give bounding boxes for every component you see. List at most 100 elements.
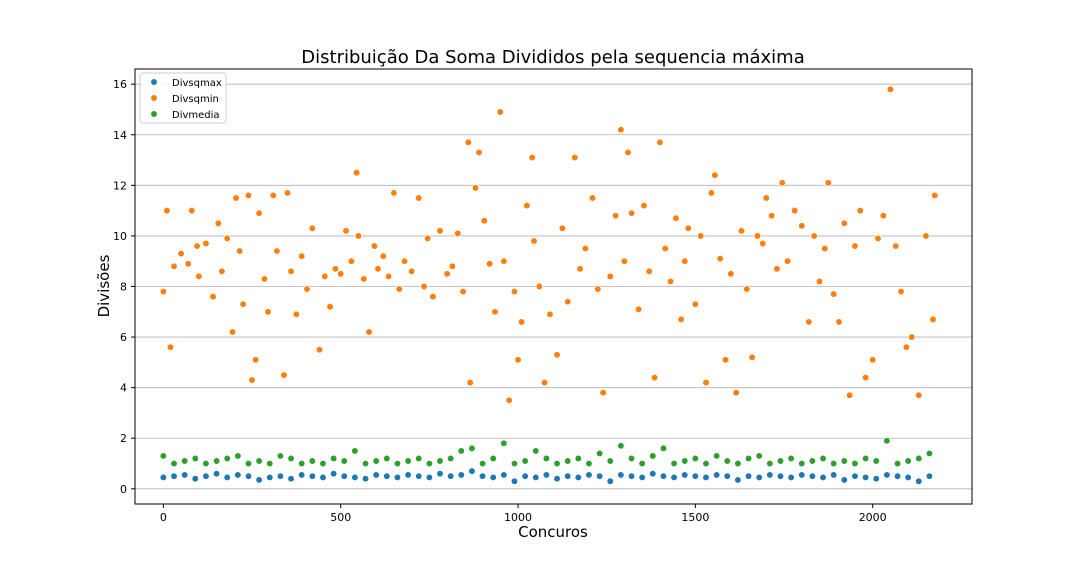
point-divsqmax	[851, 472, 859, 480]
point-divsqmax	[436, 470, 444, 478]
point-divsqmax	[819, 473, 827, 482]
point-divsqmin	[436, 227, 444, 235]
point-divsqmin	[835, 318, 843, 326]
point-divsqmin	[251, 356, 260, 364]
point-divmedia	[404, 457, 412, 465]
point-divsqmin	[929, 315, 937, 324]
point-divmedia	[808, 457, 817, 465]
point-divsqmax	[202, 472, 210, 480]
point-divsqmax	[798, 471, 806, 479]
point-divsqmin	[407, 267, 416, 275]
y-axis-label: Divisões	[95, 254, 113, 317]
point-divsqmax	[159, 473, 168, 482]
point-divsqmin	[851, 242, 859, 250]
point-divmedia	[649, 452, 657, 460]
point-divsqmin	[459, 287, 467, 296]
x-tick-label: 2000	[859, 511, 887, 524]
point-divsqmin	[475, 148, 483, 157]
legend-label: Divsqmax	[172, 78, 222, 89]
point-divsqmin	[523, 201, 531, 210]
point-divmedia	[681, 457, 689, 465]
point-divsqmin	[303, 285, 311, 293]
point-divsqmin	[856, 206, 864, 215]
point-divsqmax	[553, 475, 561, 483]
point-divsqmin	[379, 252, 387, 260]
point-divsqmax	[532, 473, 540, 482]
point-divsqmax	[574, 473, 582, 482]
point-divsqmin	[244, 191, 253, 200]
point-divmedia	[500, 439, 508, 447]
point-divsqmin	[773, 265, 781, 273]
point-divsqmin	[869, 356, 877, 364]
point-divsqmin	[767, 212, 776, 220]
point-divsqmax	[351, 473, 359, 482]
point-divsqmax	[457, 471, 465, 479]
point-divsqmin	[239, 300, 247, 308]
point-divsqmin	[466, 378, 474, 387]
point-divmedia	[851, 459, 859, 468]
point-divsqmin	[365, 328, 373, 336]
point-divsqmin	[280, 371, 288, 379]
point-divsqmax	[500, 471, 508, 479]
point-divsqmax	[744, 472, 753, 480]
point-divmedia	[627, 454, 636, 463]
point-divsqmax	[776, 472, 785, 480]
point-divmedia	[819, 454, 827, 463]
point-divsqmax	[627, 472, 636, 480]
point-divmedia	[202, 459, 210, 468]
point-divsqmin	[810, 232, 818, 240]
point-divsqmax	[787, 473, 795, 482]
point-divmedia	[319, 459, 327, 468]
point-divmedia	[351, 447, 359, 455]
point-divsqmin	[830, 290, 838, 298]
point-divmedia	[308, 457, 316, 465]
point-divsqmin	[298, 252, 306, 260]
point-divsqmax	[521, 472, 529, 480]
point-divmedia	[606, 457, 614, 465]
data-points	[159, 85, 939, 485]
point-divsqmax	[734, 476, 742, 484]
point-divsqmin	[677, 315, 685, 324]
point-divsqmin	[283, 189, 292, 197]
point-divsqmin	[624, 148, 632, 157]
point-divsqmin	[666, 277, 675, 286]
point-divmedia	[425, 459, 434, 468]
point-divsqmin	[711, 171, 719, 179]
point-divsqmax	[361, 475, 370, 483]
point-divmedia	[234, 452, 242, 460]
y-tick-label: 6	[120, 331, 127, 344]
point-divmedia	[564, 457, 572, 465]
point-divsqmin	[691, 300, 700, 308]
point-divsqmax	[872, 475, 880, 483]
point-divmedia	[244, 459, 253, 468]
point-divsqmin	[879, 212, 887, 220]
point-divsqmin	[228, 328, 237, 336]
point-divsqmin	[342, 227, 350, 235]
point-divsqmax	[468, 467, 476, 475]
point-divsqmin	[762, 194, 770, 202]
point-divmedia	[415, 454, 423, 463]
point-divmedia	[159, 452, 168, 460]
legend-label: Divsqmin	[172, 94, 219, 105]
point-divsqmin	[264, 308, 272, 316]
point-divmedia	[212, 457, 221, 465]
point-divsqmin	[743, 285, 751, 293]
point-divmedia	[861, 454, 870, 463]
point-divsqmin	[798, 222, 806, 230]
point-divmedia	[383, 454, 391, 463]
point-divsqmin	[209, 292, 217, 301]
point-divsqmax	[510, 477, 519, 485]
point-divsqmin	[163, 206, 171, 215]
point-divmedia	[223, 454, 231, 463]
point-divmedia	[340, 457, 348, 465]
point-divsqmin	[611, 212, 620, 220]
point-divsqmin	[915, 391, 923, 399]
point-divsqmin	[486, 260, 494, 268]
point-divmedia	[457, 447, 465, 455]
point-divsqmin	[166, 343, 175, 351]
point-divsqmin	[640, 201, 648, 210]
point-divmedia	[787, 454, 795, 463]
point-divsqmin	[223, 234, 231, 243]
point-divmedia	[478, 459, 487, 468]
x-tick-label: 0	[160, 511, 167, 524]
